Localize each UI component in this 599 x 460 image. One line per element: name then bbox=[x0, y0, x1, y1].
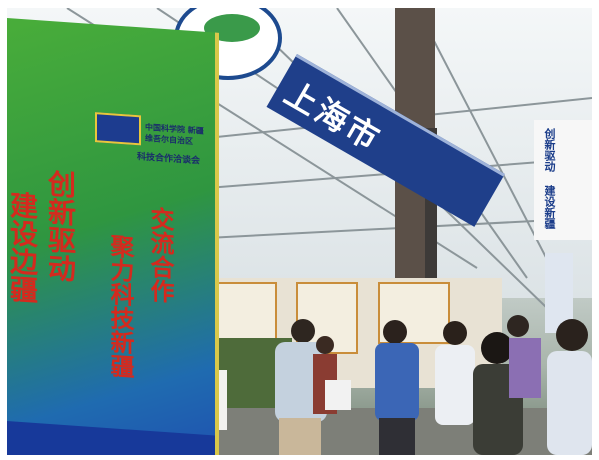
slogan-column-3: 交流合作 bbox=[146, 205, 174, 304]
right-banner-text: 创新驱动 建设新疆 bbox=[543, 128, 556, 229]
exhibition-hall-photo: 上海市 中国科学院 新疆维吾尔自治区 科技合作洽谈会 交流合作 聚力科技新疆 创… bbox=[7, 8, 592, 455]
booth-board: 中国科学院 新疆维吾尔自治区 科技合作洽谈会 交流合作 聚力科技新疆 创新驱动 … bbox=[7, 18, 219, 455]
hanging-banner bbox=[534, 120, 592, 240]
slogan-column-2: 聚力科技新疆 bbox=[106, 232, 134, 379]
board-bottom-stripe bbox=[7, 421, 215, 455]
slogan-edge-partial: 建设边疆 bbox=[7, 189, 39, 305]
org-subtitle: 科技合作洽谈会 bbox=[137, 152, 201, 167]
slogan-column-1: 创新驱动 bbox=[44, 168, 77, 283]
org-logo-icon bbox=[95, 112, 141, 146]
org-name: 中国科学院 新疆维吾尔自治区 bbox=[145, 122, 204, 147]
